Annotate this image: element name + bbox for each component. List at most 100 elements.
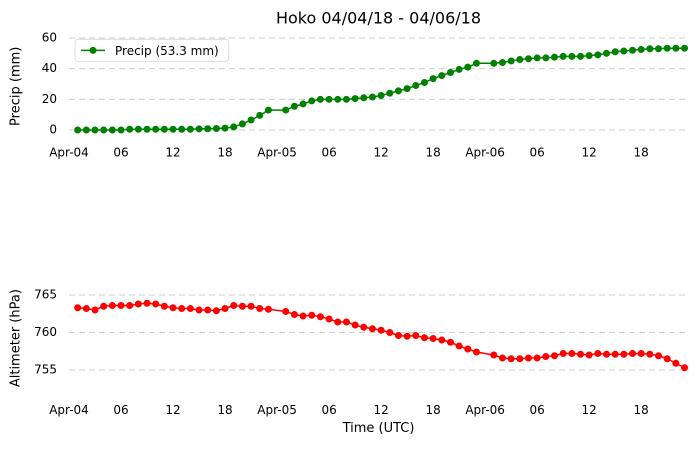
x-tick-label: 18 [634,146,649,160]
data-point [672,44,680,52]
data-point [221,124,229,132]
x-tick-label: 06 [321,146,336,160]
data-point [629,350,637,357]
y-tick-label: 0 [49,123,57,137]
data-point [316,313,324,321]
data-point [247,116,255,124]
data-point [195,125,203,133]
data-point [438,72,446,80]
data-point [490,351,498,359]
data-point [420,334,428,342]
data-point [542,353,550,360]
data-point [230,123,238,131]
x-tick-label: 12 [582,403,597,417]
data-point [152,300,160,308]
x-tick-label: 06 [321,403,336,417]
data-point [568,350,576,357]
x-tick-label: 18 [217,146,232,160]
data-point [160,125,168,133]
data-point [412,82,420,90]
data-point [186,125,194,133]
legend-label: Precip (53.3 mm) [115,44,219,58]
data-point [663,44,671,52]
data-point [282,308,290,315]
data-point [238,302,246,310]
data-point [134,300,142,308]
data-point [620,47,628,55]
x-tick-label: 18 [425,146,440,160]
data-point [568,52,576,60]
data-point [386,89,394,97]
data-point [403,85,411,93]
data-point [464,345,472,353]
data-point [108,126,116,134]
data-point [334,95,342,103]
data-point [117,126,125,134]
data-point [160,302,168,310]
x-tick-label: Apr-04 [49,146,89,160]
data-point [316,95,324,103]
data-point [516,55,524,63]
data-point [212,307,220,315]
data-point [290,102,298,110]
data-point [455,65,463,73]
y-tick-label: 40 [42,61,57,75]
data-point [438,336,446,344]
data-point [169,304,177,312]
data-point [282,106,290,114]
data-point [204,306,212,314]
x-tick-label: Apr-06 [465,403,505,417]
data-point [264,106,272,114]
data-point [611,350,619,358]
x-tick-label: 18 [217,403,232,417]
x-tick-label: 06 [530,403,545,417]
data-point [646,350,654,358]
data-point [74,304,82,312]
data-point [585,52,593,60]
data-point [308,97,316,105]
legend-box [74,38,230,62]
x-tick-label: 18 [634,403,649,417]
x-tick-label: 12 [165,403,180,417]
data-point [637,350,645,357]
x-tick-label: 12 [165,146,180,160]
y-tick-label: 760 [34,325,57,339]
data-point [507,355,515,363]
data-point [82,126,90,134]
data-point [100,302,108,310]
data-point [100,126,108,134]
data-point [403,332,411,340]
data-point [386,329,394,336]
data-point [637,46,645,53]
data-point [576,350,584,358]
data-point [464,63,472,71]
data-point [342,95,350,103]
x-tick-label: Apr-05 [257,146,297,160]
data-point [247,302,255,310]
data-point [611,48,619,56]
data-point [498,354,506,362]
data-point [542,54,550,62]
data-point [368,325,376,333]
data-point [533,54,541,62]
data-point [550,53,558,61]
data-point [91,126,99,134]
data-point [524,55,532,63]
data-point [663,355,671,363]
y-tick-label: 60 [42,31,57,45]
x-tick-label: Apr-06 [465,146,505,160]
data-point [472,59,480,67]
data-point [264,305,272,313]
data-point [412,332,420,339]
data-point [325,95,333,103]
data-point [550,352,558,360]
data-point [134,125,142,133]
data-point [256,305,264,312]
data-point [308,311,316,319]
y-axis-label: Altimeter (hPa) [9,289,24,387]
data-point [655,45,663,53]
x-tick-label: 06 [113,146,128,160]
data-point [472,348,480,356]
data-point [394,332,402,339]
data-point [490,59,498,67]
